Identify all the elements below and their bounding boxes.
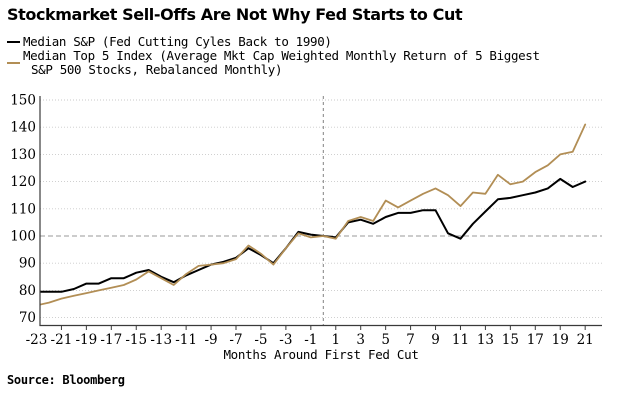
legend-line-swatch-tan (7, 61, 20, 65)
x-axis-tick-label: -5 (254, 332, 267, 348)
legend-item-median-sp: Median S&P (Fed Cutting Cyles Back to 19… (7, 35, 540, 49)
x-axis-tick-label: 7 (406, 332, 415, 348)
x-axis-tick-label: 17 (527, 332, 544, 348)
legend-label-line2: S&P 500 Stocks, Rebalanced Monthly) (31, 62, 283, 77)
axes (39, 96, 602, 327)
x-axis-tick-label: -17 (100, 332, 122, 348)
y-axis-tick-label: 130 (10, 147, 36, 163)
x-axis-tick-label: -15 (125, 332, 147, 348)
y-axis-tick-label: 140 (10, 120, 36, 136)
y-axis-tick-label: 70 (19, 310, 36, 326)
series-line-median-sp (40, 177, 587, 293)
x-axis-tick-label: -7 (229, 332, 242, 348)
x-axis-title: Months Around First Fed Cut (223, 347, 418, 362)
legend-line-swatch-black (7, 40, 20, 44)
y-axis-tick-label: 120 (10, 174, 36, 190)
x-axis-tick-label: 1 (331, 332, 340, 348)
x-axis-tick-label: -13 (150, 332, 172, 348)
series-line-median-top5 (40, 123, 587, 306)
x-axis-tick-label: 3 (356, 332, 365, 348)
x-axis-tick-label: 9 (431, 332, 440, 348)
axis-ticks (60, 325, 586, 330)
y-axis-tick-label: 80 (19, 283, 36, 299)
legend-item-median-top5: Median Top 5 Index (Average Mkt Cap Weig… (7, 49, 540, 77)
x-axis-tick-label: 11 (452, 332, 469, 348)
y-axis-tick-label: 90 (19, 256, 36, 272)
source-note: Source: Bloomberg (7, 373, 125, 387)
x-axis-tick-label: -1 (304, 332, 317, 348)
y-axis-tick-label: 150 (10, 93, 36, 109)
x-axis-tick-label: 21 (577, 332, 594, 348)
x-axis-tick-label: -23 (26, 332, 48, 348)
x-axis-tick-label: 19 (552, 332, 569, 348)
x-axis-tick-label: 13 (477, 332, 494, 348)
x-axis-tick-label: 15 (502, 332, 519, 348)
x-axis-tick-label: 5 (381, 332, 390, 348)
series-lines (40, 123, 587, 306)
legend: Median S&P (Fed Cutting Cyles Back to 19… (7, 35, 540, 77)
legend-label-line1: Median Top 5 Index (Average Mkt Cap Weig… (23, 48, 540, 63)
legend-label: Median Top 5 Index (Average Mkt Cap Weig… (23, 49, 540, 77)
y-tick-labels: 70 80 90 100 110 120 130 140 150 (10, 93, 36, 327)
x-axis-tick-label: -19 (75, 332, 97, 348)
reference-lines (40, 96, 602, 326)
x-axis-tick-label: -3 (279, 332, 292, 348)
x-tick-labels: -23 -21 -19 -17 -15 -13 -11 -9 -7 -5 -3 -1 1 3 5 7 9 11 13… (26, 332, 594, 348)
x-axis-tick-label: -21 (51, 332, 73, 348)
axis-line (39, 96, 602, 327)
chart-title: Stockmarket Sell-Offs Are Not Why Fed St… (7, 5, 463, 24)
y-axis-tick-label: 110 (10, 201, 36, 217)
y-axis-tick-label: 100 (10, 229, 36, 245)
x-axis-tick-label: -11 (175, 332, 197, 348)
x-axis-tick-label: -9 (204, 332, 217, 348)
legend-label: Median S&P (Fed Cutting Cyles Back to 19… (23, 34, 332, 49)
gridlines (40, 99, 602, 319)
